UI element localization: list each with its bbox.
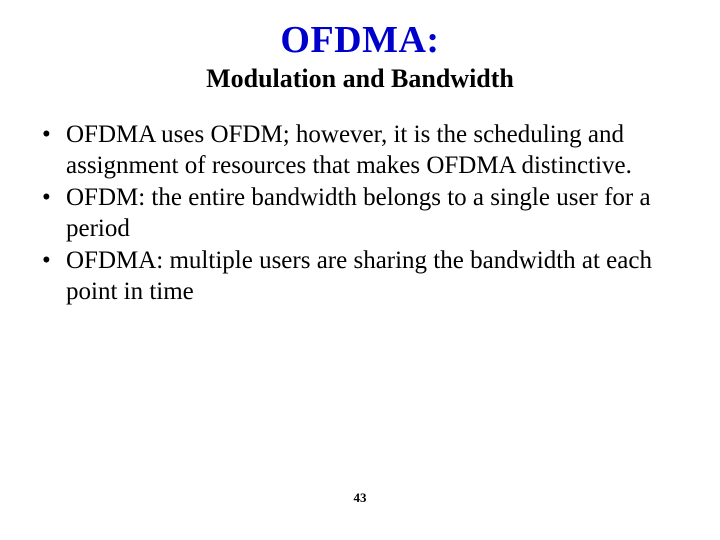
list-item: OFDM: the entire bandwidth belongs to a … [42, 183, 692, 244]
bullet-list: OFDMA uses OFDM; however, it is the sche… [28, 120, 692, 307]
slide-container: OFDMA: Modulation and Bandwidth OFDMA us… [0, 0, 720, 540]
list-item: OFDMA uses OFDM; however, it is the sche… [42, 120, 692, 181]
slide-subtitle: Modulation and Bandwidth [28, 64, 692, 94]
page-number: 43 [0, 490, 720, 506]
list-item: OFDMA: multiple users are sharing the ba… [42, 246, 692, 307]
slide-title: OFDMA: [28, 18, 692, 62]
